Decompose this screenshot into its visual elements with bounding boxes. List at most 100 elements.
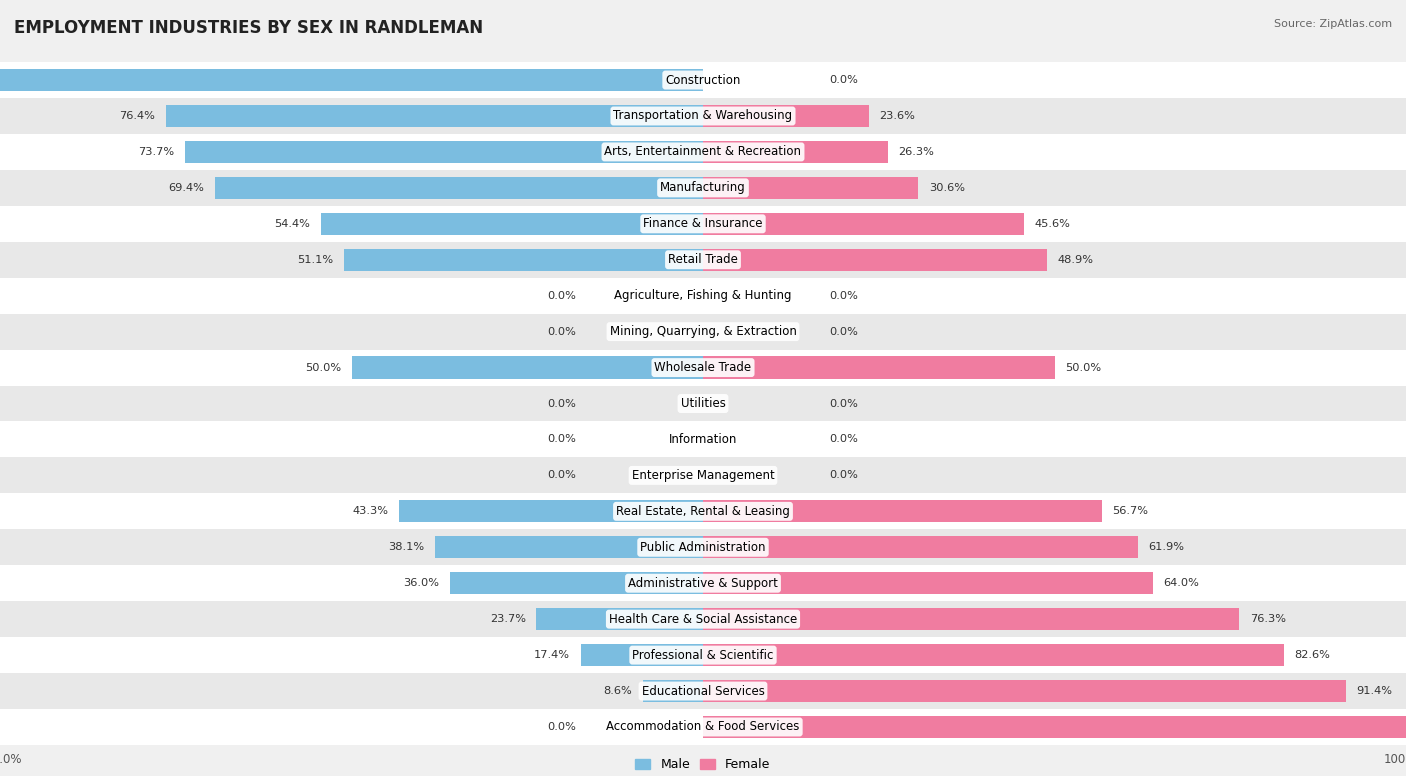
Bar [703,680,1346,702]
Text: 64.0%: 64.0% [1164,578,1199,588]
Text: 0.0%: 0.0% [547,470,576,480]
Text: Transportation & Warehousing: Transportation & Warehousing [613,109,793,123]
Text: 48.9%: 48.9% [1057,255,1094,265]
Text: Educational Services: Educational Services [641,684,765,698]
Text: 54.4%: 54.4% [274,219,311,229]
Text: 73.7%: 73.7% [138,147,174,157]
Text: 0.0%: 0.0% [547,327,576,337]
Bar [321,213,703,235]
Text: 0.0%: 0.0% [830,327,859,337]
Bar [0,601,1406,637]
Bar [0,350,1406,386]
Text: 56.7%: 56.7% [1112,507,1149,516]
Bar [0,529,1406,565]
Text: Public Administration: Public Administration [640,541,766,554]
Text: Utilities: Utilities [681,397,725,410]
Text: 38.1%: 38.1% [388,542,425,553]
Text: Information: Information [669,433,737,446]
Text: 50.0%: 50.0% [1066,362,1101,372]
Text: 61.9%: 61.9% [1149,542,1185,553]
Text: Administrative & Support: Administrative & Support [628,577,778,590]
Bar [399,501,703,522]
Text: Wholesale Trade: Wholesale Trade [654,361,752,374]
Bar [186,140,703,163]
Text: Source: ZipAtlas.com: Source: ZipAtlas.com [1274,19,1392,29]
Bar [703,356,1054,379]
Text: 0.0%: 0.0% [830,75,859,85]
Bar [0,673,1406,709]
Bar [0,457,1406,494]
Text: Construction: Construction [665,74,741,87]
Bar [703,213,1024,235]
Text: 0.0%: 0.0% [547,435,576,445]
Bar [537,608,703,630]
Text: 0.0%: 0.0% [547,399,576,408]
Text: 45.6%: 45.6% [1035,219,1070,229]
Bar [703,105,869,127]
Bar [703,608,1240,630]
Bar [0,386,1406,421]
Text: Retail Trade: Retail Trade [668,253,738,266]
Bar [0,62,1406,98]
Text: Finance & Insurance: Finance & Insurance [644,217,762,230]
Text: 91.4%: 91.4% [1355,686,1392,696]
Text: Agriculture, Fishing & Hunting: Agriculture, Fishing & Hunting [614,289,792,302]
Text: 30.6%: 30.6% [929,183,965,193]
Text: Professional & Scientific: Professional & Scientific [633,649,773,662]
Text: 36.0%: 36.0% [404,578,439,588]
Text: 0.0%: 0.0% [830,470,859,480]
Bar [0,242,1406,278]
Bar [352,356,703,379]
Text: 76.3%: 76.3% [1250,614,1286,624]
Text: 0.0%: 0.0% [830,399,859,408]
Text: 23.6%: 23.6% [880,111,915,121]
Text: Manufacturing: Manufacturing [661,182,745,194]
Bar [0,421,1406,457]
Bar [0,170,1406,206]
Bar [436,536,703,559]
Bar [0,206,1406,242]
Text: EMPLOYMENT INDUSTRIES BY SEX IN RANDLEMAN: EMPLOYMENT INDUSTRIES BY SEX IN RANDLEMA… [14,19,484,37]
Bar [703,177,918,199]
Bar [0,314,1406,350]
Text: 8.6%: 8.6% [603,686,633,696]
Text: 26.3%: 26.3% [898,147,935,157]
Text: Real Estate, Rental & Leasing: Real Estate, Rental & Leasing [616,505,790,518]
Text: Enterprise Management: Enterprise Management [631,469,775,482]
Bar [703,536,1139,559]
Text: 50.0%: 50.0% [305,362,340,372]
Bar [166,105,703,127]
Text: 69.4%: 69.4% [169,183,205,193]
Bar [343,248,703,271]
Bar [450,572,703,594]
Text: 82.6%: 82.6% [1294,650,1330,660]
Bar [0,494,1406,529]
Text: 0.0%: 0.0% [547,722,576,732]
Bar [0,69,703,92]
Text: 43.3%: 43.3% [352,507,388,516]
Legend: Male, Female: Male, Female [630,753,776,776]
Bar [581,644,703,667]
Bar [703,140,889,163]
Text: Health Care & Social Assistance: Health Care & Social Assistance [609,613,797,625]
Text: 23.7%: 23.7% [489,614,526,624]
Text: 0.0%: 0.0% [830,291,859,300]
Bar [0,709,1406,745]
Bar [703,572,1153,594]
Text: 51.1%: 51.1% [297,255,333,265]
Text: 0.0%: 0.0% [830,435,859,445]
Bar [643,680,703,702]
Text: Arts, Entertainment & Recreation: Arts, Entertainment & Recreation [605,145,801,158]
Bar [0,134,1406,170]
Bar [703,644,1284,667]
Bar [703,501,1102,522]
Bar [703,248,1046,271]
Text: 0.0%: 0.0% [547,291,576,300]
Bar [703,715,1406,738]
Text: Accommodation & Food Services: Accommodation & Food Services [606,720,800,733]
Bar [0,278,1406,314]
Text: 76.4%: 76.4% [120,111,155,121]
Bar [215,177,703,199]
Bar [0,565,1406,601]
Bar [0,637,1406,673]
